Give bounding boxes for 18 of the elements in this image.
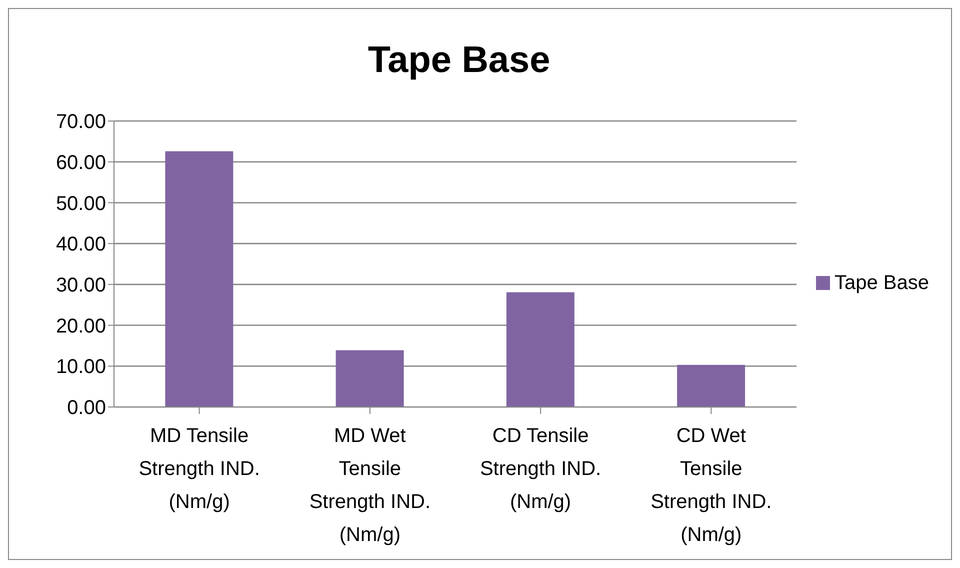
legend-label: Tape Base: [834, 272, 929, 294]
y-tick-label: 30.00: [56, 274, 106, 297]
y-tick-label: 0.00: [67, 397, 106, 420]
bar: [165, 151, 234, 407]
y-tick-label: 70.00: [56, 111, 106, 134]
x-tick-label: CD Tensile Strength IND. (Nm/g): [480, 425, 602, 513]
y-tick-label: 40.00: [56, 234, 106, 256]
y-tick-label: 60.00: [56, 152, 106, 174]
x-tick-label: MD Tensile Strength IND. (Nm/g): [138, 425, 260, 513]
y-tick-label: 20.00: [56, 315, 106, 338]
bar: [336, 350, 404, 407]
bar: [677, 364, 746, 407]
x-tick-label: MD Wet Tensile Strength IND. (Nm/g): [309, 425, 431, 546]
y-tick-label: 10.00: [56, 356, 106, 378]
bar: [506, 292, 574, 407]
chart-title: Tape Base: [366, 39, 552, 81]
x-tick-label: CD Wet Tensile Strength IND. (Nm/g): [650, 425, 772, 546]
y-tick-label: 50.00: [56, 192, 106, 215]
